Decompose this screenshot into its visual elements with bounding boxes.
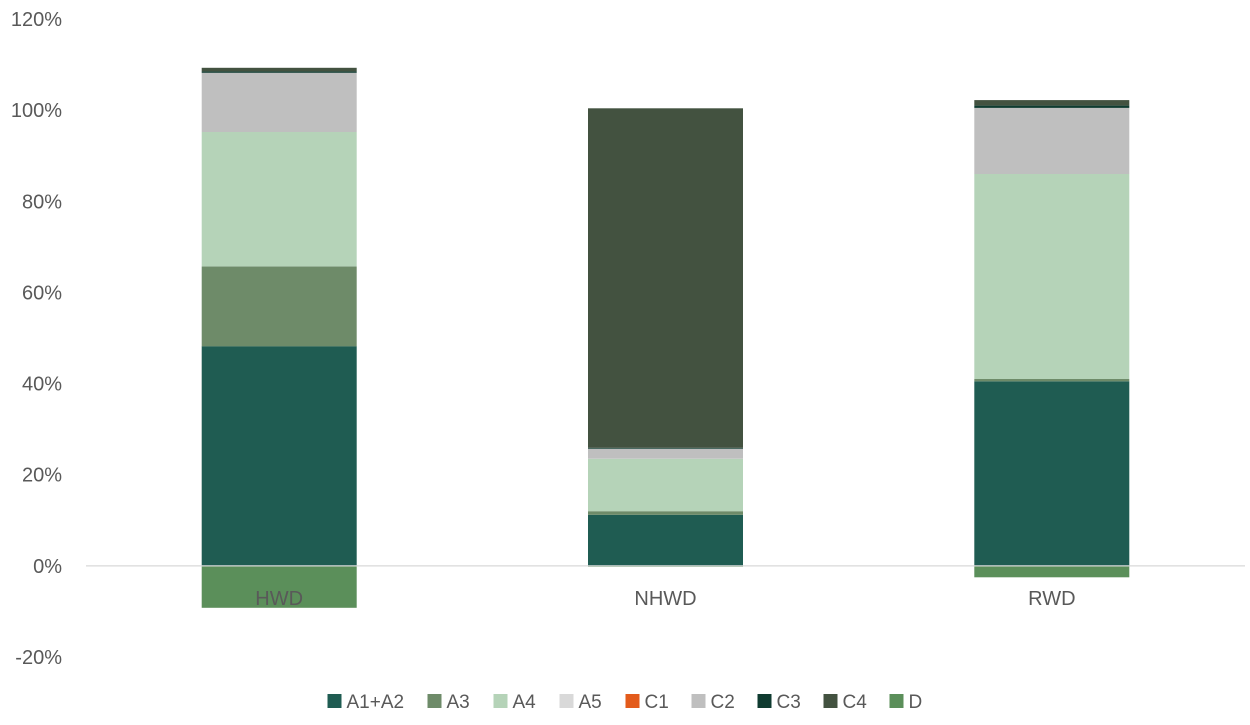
bar-segment (588, 514, 743, 566)
bar-stacks (201, 67, 1130, 608)
bar-segment (201, 67, 357, 72)
legend-swatch (327, 694, 342, 708)
y-tick-label: 0% (33, 556, 62, 578)
bar-segment (588, 448, 743, 459)
legend: A1+A2 A3 A4 A5 C1 C2 C3 C4 D (327, 692, 923, 713)
bar-segment (201, 346, 357, 566)
legend-label: C3 (777, 692, 801, 713)
y-tick-label: 60% (22, 282, 62, 304)
bar-segment (974, 107, 1130, 174)
bar-segment (588, 511, 743, 515)
bar-segment (201, 132, 357, 267)
y-tick-label: 120% (11, 9, 62, 31)
y-axis-ticks: -20% 0% 20% 40% 60% 80% 100% 120% (11, 9, 62, 669)
legend-swatch (559, 694, 574, 708)
legend-swatch (493, 694, 508, 708)
legend-swatch (823, 694, 838, 708)
legend-label: C1 (645, 692, 669, 713)
x-category-label: RWD (1028, 588, 1075, 610)
legend-swatch (889, 694, 904, 708)
bar-segment (974, 105, 1130, 108)
legend-label: D (909, 692, 923, 713)
legend-label: C2 (711, 692, 735, 713)
legend-swatch (625, 694, 640, 708)
bar-segment (974, 100, 1130, 106)
y-tick-label: 80% (22, 191, 62, 213)
y-tick-label: -20% (15, 647, 62, 669)
bar-segment (588, 447, 743, 449)
bar-segment (974, 381, 1130, 566)
bar-segment (201, 71, 357, 73)
x-category-label: HWD (255, 588, 303, 610)
legend-label: A4 (513, 692, 537, 713)
y-tick-label: 20% (22, 465, 62, 487)
bar-segment (201, 266, 357, 347)
bar-segment (201, 72, 357, 132)
legend-label: A3 (447, 692, 470, 713)
legend-label: A1+A2 (347, 692, 405, 713)
x-axis-category-labels: HWD NHWD RWD (255, 588, 1075, 610)
bar-segment (974, 379, 1130, 382)
bar-segment (974, 173, 1130, 379)
bar-segment (588, 458, 743, 512)
bar-segment (201, 565, 357, 608)
legend-swatch (427, 694, 442, 708)
legend-swatch (757, 694, 772, 708)
legend-label: A5 (579, 692, 602, 713)
bar-segment (588, 108, 743, 448)
y-tick-label: 100% (11, 100, 62, 122)
bar-segment (974, 565, 1130, 578)
y-tick-label: 40% (22, 374, 62, 396)
legend-swatch (691, 694, 706, 708)
legend-label: C4 (843, 692, 868, 713)
x-category-label: NHWD (634, 588, 696, 610)
